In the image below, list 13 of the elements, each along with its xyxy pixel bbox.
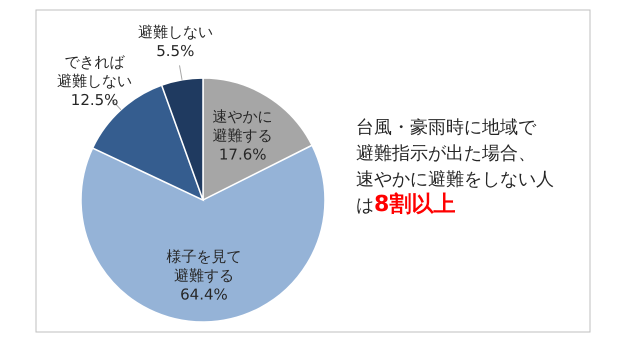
text: 避難指示が出た場合、 xyxy=(356,143,536,164)
text: は xyxy=(356,195,374,216)
data-label: 5.5% xyxy=(156,42,194,60)
data-label: 12.5% xyxy=(70,90,118,109)
slice-label: 避難しない xyxy=(138,22,213,41)
text: 速やかに避難をしない人 xyxy=(356,169,554,190)
slice-label: 速やかに避難する xyxy=(212,108,273,145)
text: 台風・豪雨時に地域で xyxy=(356,117,537,138)
data-label: 64.4% xyxy=(180,286,228,304)
slice-label: 様子を見て避難する xyxy=(166,248,242,285)
slice-label: できれば避難しない xyxy=(57,52,132,90)
text: 8割以上 xyxy=(374,192,456,217)
data-label: 17.6% xyxy=(218,146,267,164)
